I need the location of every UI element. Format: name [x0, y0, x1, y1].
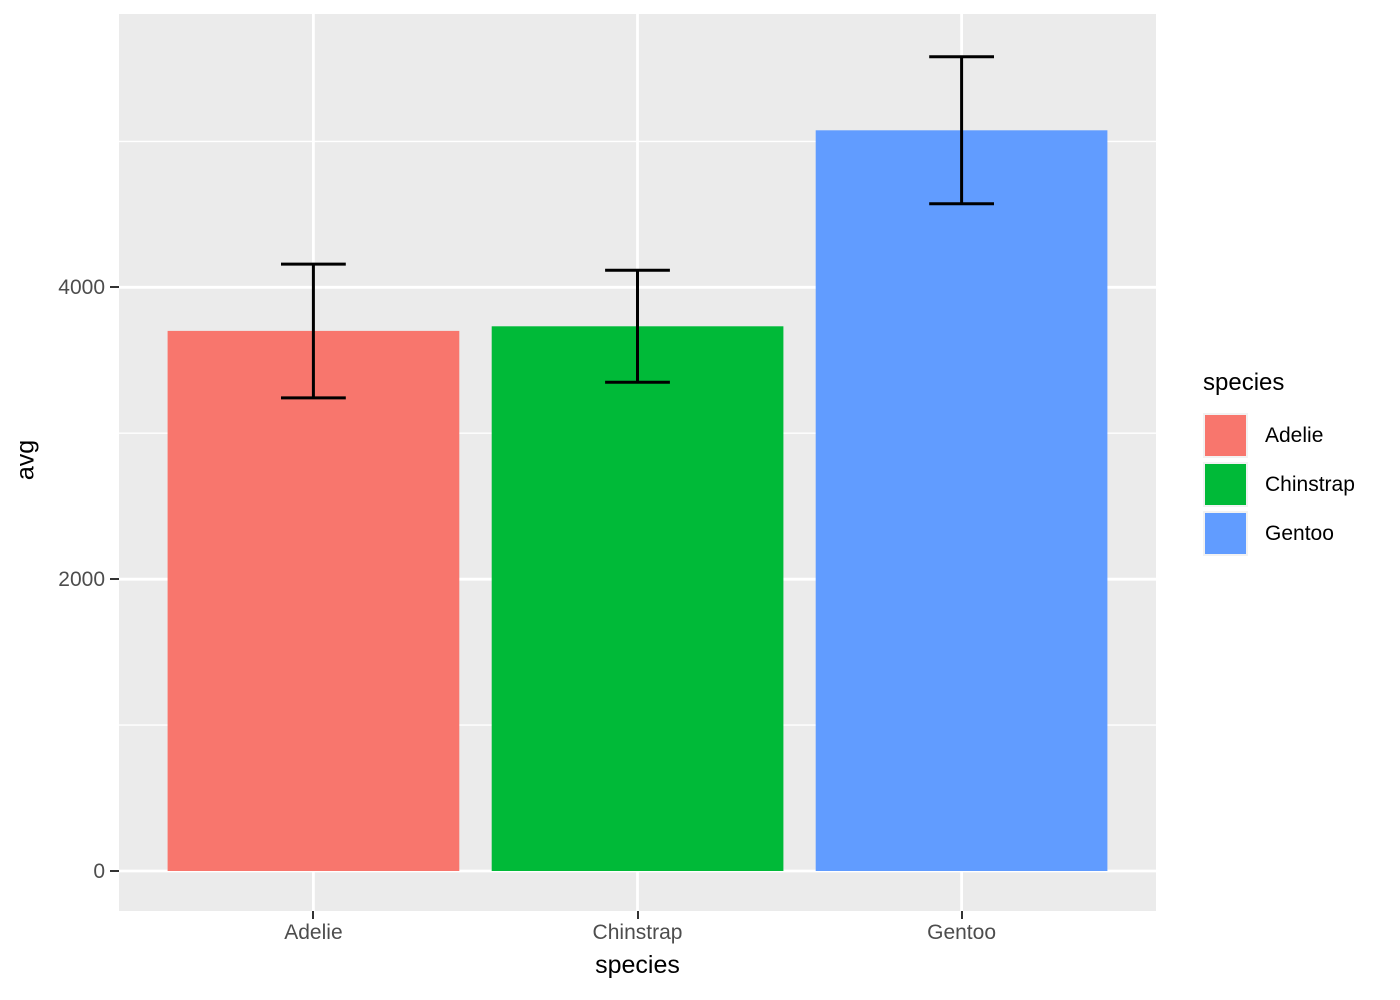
legend-entry: Gentoo [1203, 511, 1355, 556]
legend-entry-label: Adelie [1265, 423, 1324, 447]
legend-entries: Adelie Chinstrap Gentoo [1203, 413, 1355, 556]
legend: species Adelie Chinstrap Gentoo [1203, 368, 1355, 560]
chart-svg [119, 14, 1156, 911]
error-bar [605, 268, 670, 384]
x-axis-title: species [595, 951, 680, 979]
x-tick-mark [636, 911, 639, 919]
x-tick-label: Adelie [284, 921, 343, 944]
bar [167, 330, 460, 871]
y-tick-label: 2000 [58, 567, 105, 591]
x-tick-label: Chinstrap [592, 921, 683, 944]
x-tick-mark [312, 911, 315, 919]
y-tick-label: 4000 [58, 275, 105, 299]
y-axis-title: avg [11, 439, 40, 481]
y-tick-mark [110, 870, 119, 873]
x-tick-mark [960, 911, 963, 919]
plot-panel [119, 14, 1156, 911]
legend-key-swatch [1203, 511, 1248, 556]
legend-entry: Adelie [1203, 413, 1355, 458]
x-tick-label: Gentoo [927, 921, 997, 944]
bar [491, 326, 784, 871]
bar [815, 130, 1108, 872]
legend-key-swatch [1203, 462, 1248, 507]
legend-entry-label: Gentoo [1265, 521, 1334, 545]
legend-title: species [1203, 369, 1285, 396]
legend-key-swatch [1203, 413, 1248, 458]
legend-entry: Chinstrap [1203, 462, 1355, 507]
legend-entry-label: Chinstrap [1265, 472, 1355, 496]
y-tick-mark [110, 286, 119, 289]
error-bar [281, 262, 346, 400]
y-tick-mark [110, 578, 119, 581]
y-tick-label: 0 [93, 859, 105, 883]
error-bar [929, 55, 994, 206]
